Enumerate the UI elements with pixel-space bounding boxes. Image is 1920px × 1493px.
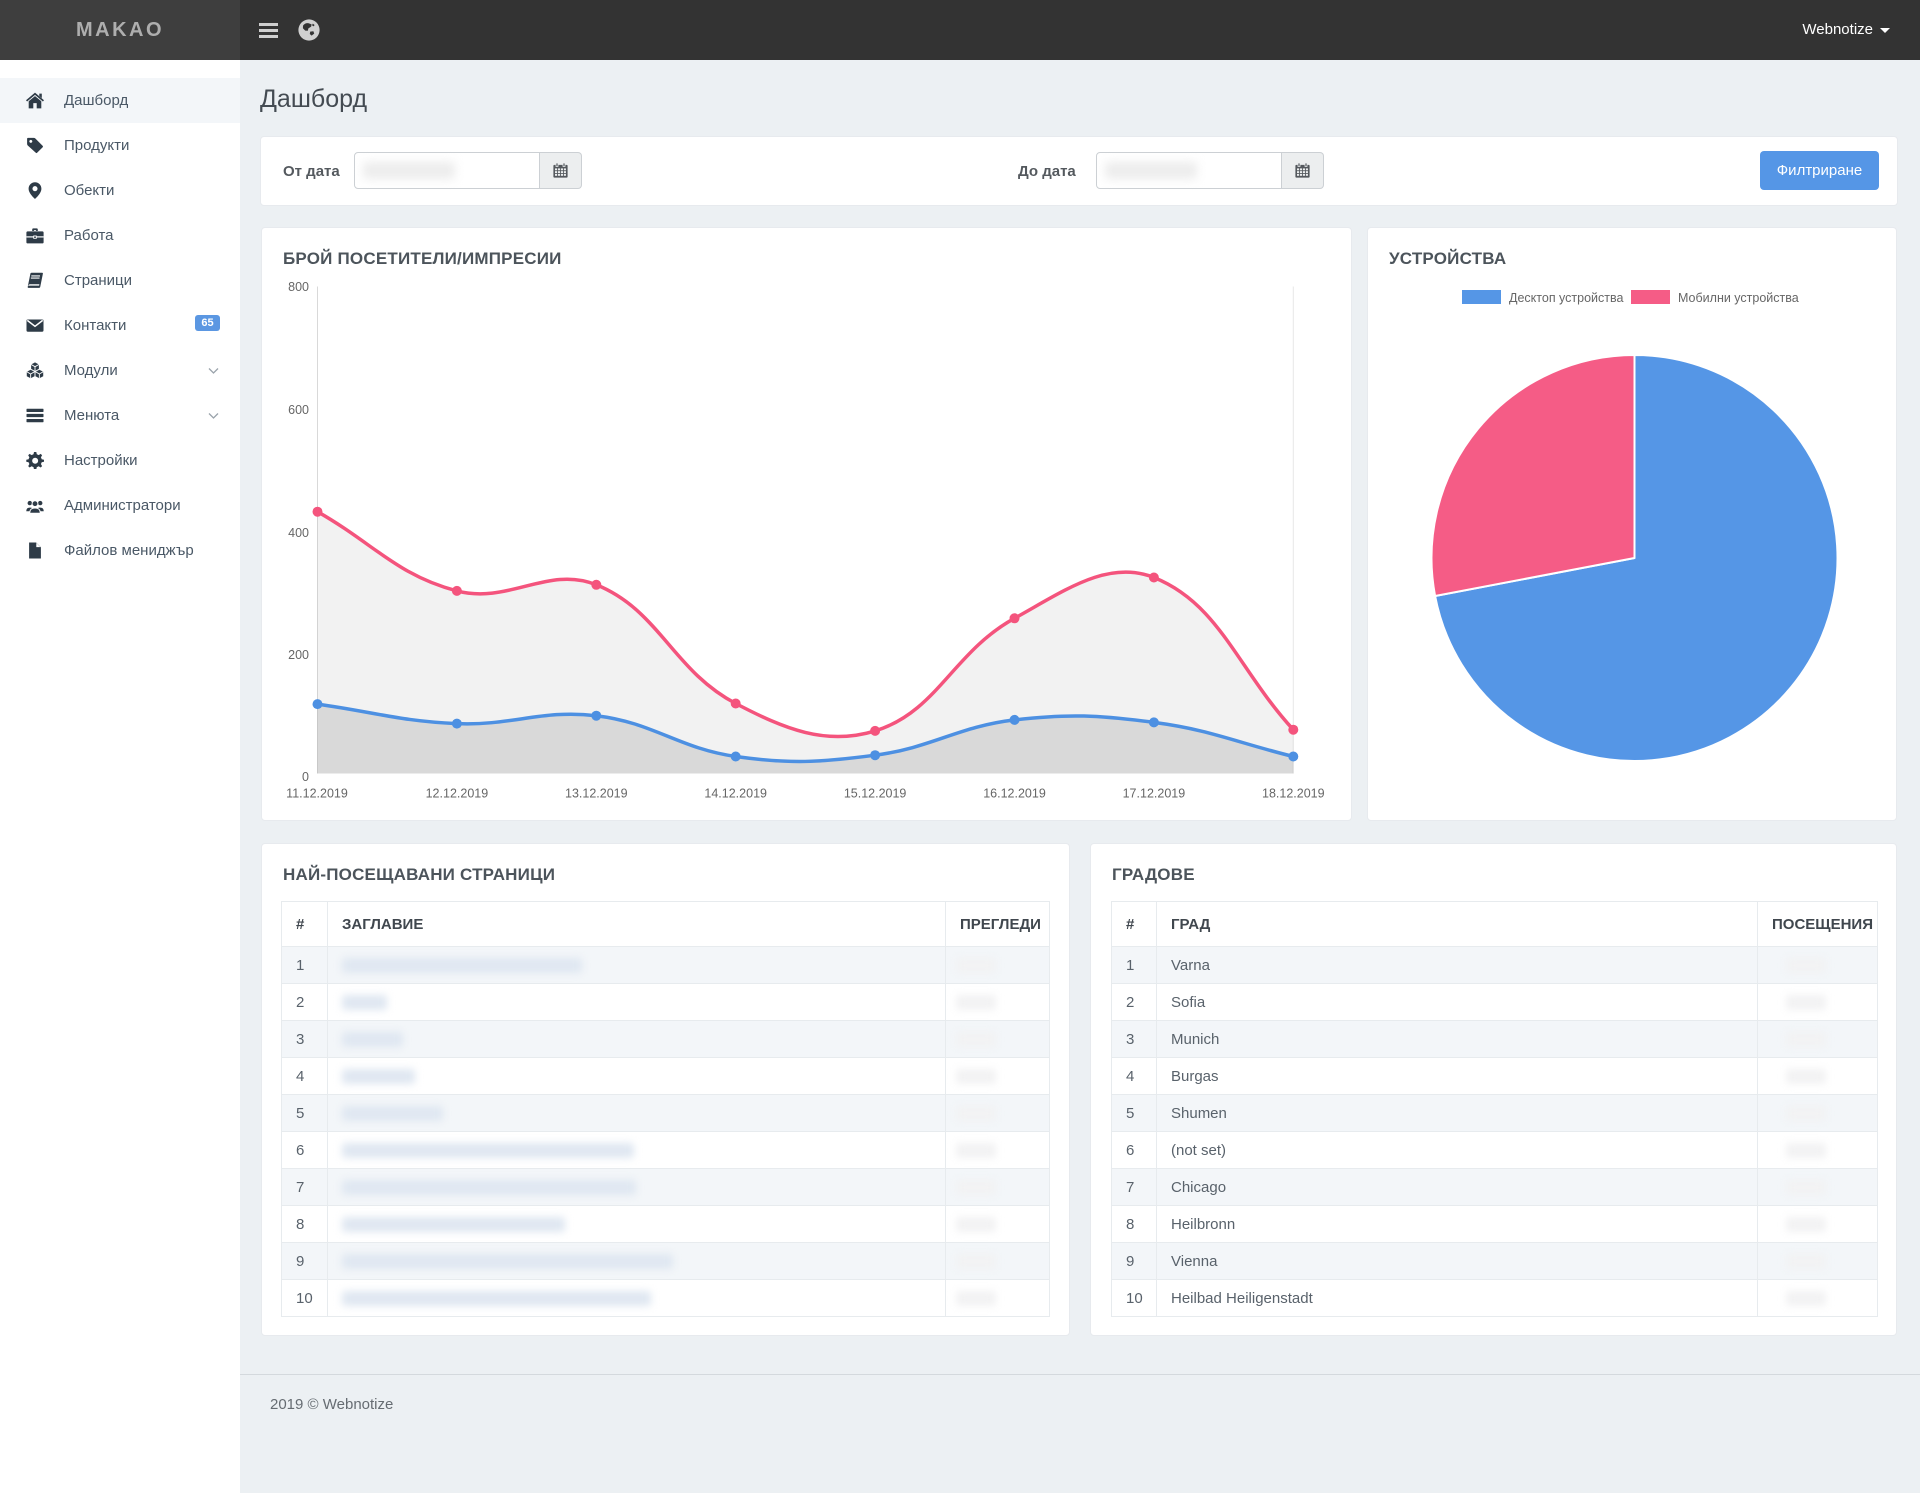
svg-text:800: 800 [288, 280, 309, 294]
svg-text:0: 0 [302, 770, 309, 784]
svg-text:11.12.2019: 11.12.2019 [286, 787, 348, 801]
svg-text:12.12.2019: 12.12.2019 [426, 787, 489, 801]
svg-text:18.12.2019: 18.12.2019 [1262, 787, 1325, 801]
svg-text:14.12.2019: 14.12.2019 [704, 787, 767, 801]
svg-text:13.12.2019: 13.12.2019 [565, 787, 628, 801]
svg-text:400: 400 [288, 526, 309, 540]
svg-text:200: 200 [288, 648, 309, 662]
svg-text:600: 600 [288, 403, 309, 417]
svg-text:16.12.2019: 16.12.2019 [983, 787, 1046, 801]
svg-text:15.12.2019: 15.12.2019 [844, 787, 907, 801]
svg-text:17.12.2019: 17.12.2019 [1123, 787, 1186, 801]
